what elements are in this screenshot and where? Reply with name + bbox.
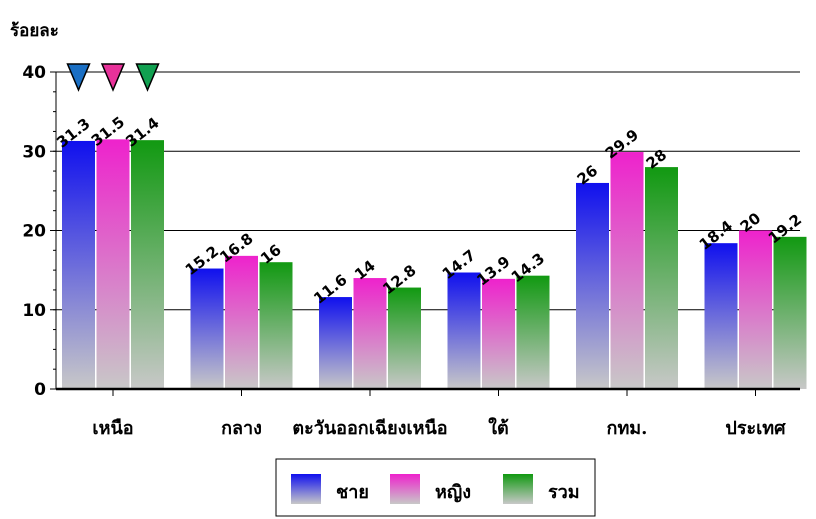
legend-label-2: รวม <box>548 482 580 503</box>
x-category-label: กทม. <box>607 418 648 439</box>
bar-2-1 <box>259 262 293 389</box>
series-marker-2 <box>135 63 160 92</box>
bar-0-5 <box>704 243 738 389</box>
legend: ชาย หญิง รวม <box>275 458 596 517</box>
legend-label-1: หญิง <box>435 482 471 503</box>
bar-1-2 <box>353 278 387 389</box>
bar-0-1 <box>190 268 224 389</box>
bar-2-4 <box>645 167 678 389</box>
axes: 0 10 20 30 40 เหนือ กลาง ตะวันออกเฉียงเหนือ ใต้ ก… <box>22 63 800 439</box>
x-category-label: ใต้ <box>488 417 508 439</box>
y-tick-label: 30 <box>22 142 46 162</box>
series-marker-1 <box>100 63 126 92</box>
bar-2-5 <box>773 236 807 389</box>
y-tick-label: 40 <box>22 63 46 83</box>
y-tick-label: 0 <box>34 380 46 400</box>
bars <box>62 139 807 389</box>
x-category-label: ตะวันออกเฉียงเหนือ <box>292 418 447 439</box>
y-tick-label: 10 <box>22 301 46 321</box>
y-axis-label: ร้อยละ <box>10 21 59 41</box>
x-category-label: ประเทศ <box>725 418 786 439</box>
bar-0-3 <box>447 272 481 389</box>
x-category-label: กลาง <box>221 418 262 439</box>
legend-swatch-1 <box>390 474 420 504</box>
bar-1-5 <box>739 230 772 389</box>
bar-0-2 <box>319 297 352 389</box>
bar-2-2 <box>388 287 421 389</box>
bar-1-3 <box>482 278 515 389</box>
bar-1-4 <box>610 152 644 389</box>
bar-1-1 <box>225 255 258 389</box>
series-marker-0 <box>66 63 91 92</box>
legend-swatch-2 <box>503 474 533 504</box>
legend-label-0: ชาย <box>336 482 369 503</box>
gridlines <box>56 71 800 311</box>
y-tick-label: 20 <box>22 222 46 242</box>
bar-2-3 <box>516 275 550 389</box>
legend-box <box>275 458 596 517</box>
bar-0-4 <box>576 182 609 389</box>
bar-1-0 <box>96 139 130 389</box>
bar-0-0 <box>62 140 95 389</box>
x-category-label: เหนือ <box>92 418 133 439</box>
series-markers <box>66 63 160 92</box>
legend-swatch-0 <box>291 474 321 504</box>
bar-2-0 <box>131 140 164 389</box>
